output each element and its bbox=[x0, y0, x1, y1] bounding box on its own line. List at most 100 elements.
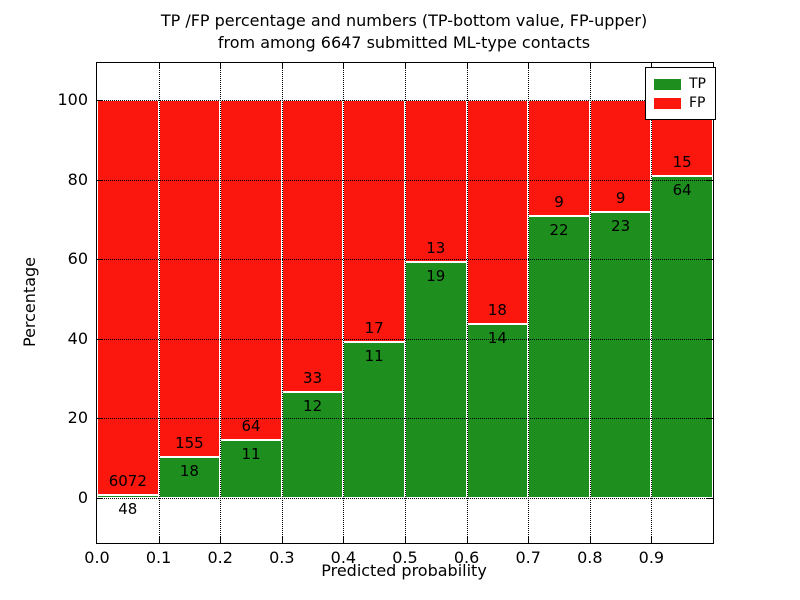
x-tick-label: 0.7 bbox=[515, 548, 541, 567]
y-axis-label: Percentage bbox=[20, 256, 39, 348]
x-tick-mark bbox=[158, 537, 160, 543]
y-tick-mark bbox=[707, 338, 713, 340]
bar-segment-tp bbox=[528, 215, 590, 498]
y-tick-mark bbox=[97, 498, 103, 499]
y-tick-mark bbox=[707, 179, 713, 181]
chart-title: TP /FP percentage and numbers (TP-bottom… bbox=[96, 10, 712, 55]
bar-segment-fp bbox=[466, 100, 529, 324]
y-tick-label: 80 bbox=[67, 169, 88, 189]
y-tick-label: 20 bbox=[67, 408, 88, 428]
bar-label-tp: 48 bbox=[118, 499, 138, 518]
bar-segment-tp bbox=[466, 323, 529, 498]
bar-segment-tp bbox=[343, 341, 405, 498]
bar-label-fp: 155 bbox=[175, 433, 204, 452]
gridline-vertical bbox=[158, 63, 160, 543]
gridline-vertical bbox=[405, 63, 406, 543]
legend: TP FP bbox=[645, 67, 716, 120]
x-tick-mark bbox=[651, 63, 653, 69]
y-tick-label: 0 bbox=[77, 488, 88, 507]
legend-label-fp: FP bbox=[689, 94, 706, 111]
bar-segment-fp bbox=[343, 100, 405, 342]
x-tick-label: 0.6 bbox=[453, 548, 480, 567]
y-tick-mark bbox=[707, 259, 713, 261]
x-tick-mark bbox=[405, 63, 406, 69]
bar-segment-tp bbox=[281, 391, 344, 498]
x-tick-label: 0.3 bbox=[269, 548, 295, 567]
legend-item-fp: FP bbox=[654, 95, 706, 112]
x-tick-mark bbox=[528, 537, 530, 543]
y-tick-label: 40 bbox=[67, 328, 88, 348]
gridline-vertical bbox=[651, 63, 653, 543]
bar-label-tp: 19 bbox=[426, 266, 446, 285]
y-tick-mark bbox=[707, 498, 713, 499]
bar-label-fp: 6072 bbox=[108, 471, 147, 490]
x-tick-label: 0.0 bbox=[84, 548, 110, 567]
x-tick-mark bbox=[651, 537, 653, 543]
legend-label-tp: TP bbox=[689, 76, 706, 92]
x-tick-mark bbox=[220, 63, 222, 69]
bar-label-tp: 14 bbox=[487, 328, 507, 347]
gridline-vertical bbox=[528, 63, 530, 543]
x-tick-label: 0.9 bbox=[638, 548, 665, 567]
y-tick-mark bbox=[97, 259, 103, 261]
bar-label-tp: 18 bbox=[179, 461, 199, 480]
y-tick-mark bbox=[97, 338, 103, 340]
gridline-vertical bbox=[589, 63, 591, 543]
x-tick-mark bbox=[281, 63, 283, 69]
bar-segment-fp bbox=[405, 100, 467, 262]
x-tick-label: 0.1 bbox=[145, 548, 172, 567]
x-tick-label: 0.4 bbox=[330, 548, 357, 567]
x-tick-label: 0.5 bbox=[392, 548, 418, 567]
chart-title-line2: from among 6647 submitted ML-type contac… bbox=[217, 33, 591, 53]
x-tick-mark bbox=[343, 537, 345, 543]
bar-label-fp: 15 bbox=[672, 152, 692, 171]
bar-segment-tp bbox=[651, 175, 713, 498]
y-tick-label: 60 bbox=[67, 249, 88, 269]
y-tick-mark bbox=[97, 100, 103, 101]
tp-swatch-icon bbox=[654, 78, 681, 90]
x-tick-mark bbox=[589, 537, 591, 543]
bar-label-fp: 17 bbox=[364, 318, 384, 337]
x-axis-label: Predicted probability bbox=[321, 561, 487, 580]
x-tick-mark bbox=[281, 537, 283, 543]
bar-label-tp: 11 bbox=[241, 444, 261, 463]
bar-segment-tp bbox=[97, 494, 159, 498]
legend-item-tp: TP bbox=[654, 76, 706, 93]
y-tick-mark bbox=[707, 418, 713, 420]
fp-swatch-icon bbox=[654, 97, 681, 109]
bar-segment-fp bbox=[528, 100, 590, 216]
bar-segment-fp bbox=[97, 100, 159, 495]
bar-segment-fp bbox=[281, 100, 344, 392]
x-tick-mark bbox=[220, 537, 222, 543]
y-tick-mark bbox=[97, 418, 103, 420]
y-tick-mark bbox=[97, 179, 103, 181]
x-tick-mark bbox=[589, 63, 591, 69]
bar-label-fp: 13 bbox=[426, 238, 446, 257]
bar-label-fp: 9 bbox=[554, 192, 564, 211]
plot-area: TP FP 6072 48 155 18 64 11 33 12 17 11 13 19 18 14 9 22… bbox=[57, 62, 716, 566]
x-tick-mark bbox=[466, 63, 468, 69]
bar-label-tp: 23 bbox=[611, 216, 631, 235]
y-tick-label: 100 bbox=[57, 90, 88, 109]
x-tick-mark bbox=[405, 537, 406, 543]
x-tick-mark bbox=[158, 63, 160, 69]
bar-label-fp: 33 bbox=[303, 368, 323, 387]
bar-label-tp: 64 bbox=[672, 180, 692, 199]
gridline-vertical bbox=[343, 63, 345, 543]
x-tick-label: 0.8 bbox=[577, 548, 603, 567]
bar-label-fp: 9 bbox=[615, 188, 626, 207]
chart-title-line1: TP /FP percentage and numbers (TP-bottom… bbox=[160, 11, 648, 30]
bar-label-fp: 18 bbox=[487, 300, 507, 319]
bar-label-tp: 11 bbox=[364, 346, 384, 365]
gridline-vertical bbox=[220, 63, 222, 543]
gridline-vertical bbox=[281, 63, 283, 543]
x-tick-label: 0.2 bbox=[207, 548, 233, 567]
bar-label-fp: 64 bbox=[241, 416, 261, 435]
x-tick-mark bbox=[343, 63, 345, 69]
bar-segment-fp bbox=[220, 100, 282, 440]
bar-segment-tp bbox=[158, 456, 221, 498]
bar-label-tp: 12 bbox=[303, 396, 323, 415]
bar-segment-tp bbox=[405, 261, 467, 498]
bar-label-tp: 22 bbox=[549, 220, 569, 239]
